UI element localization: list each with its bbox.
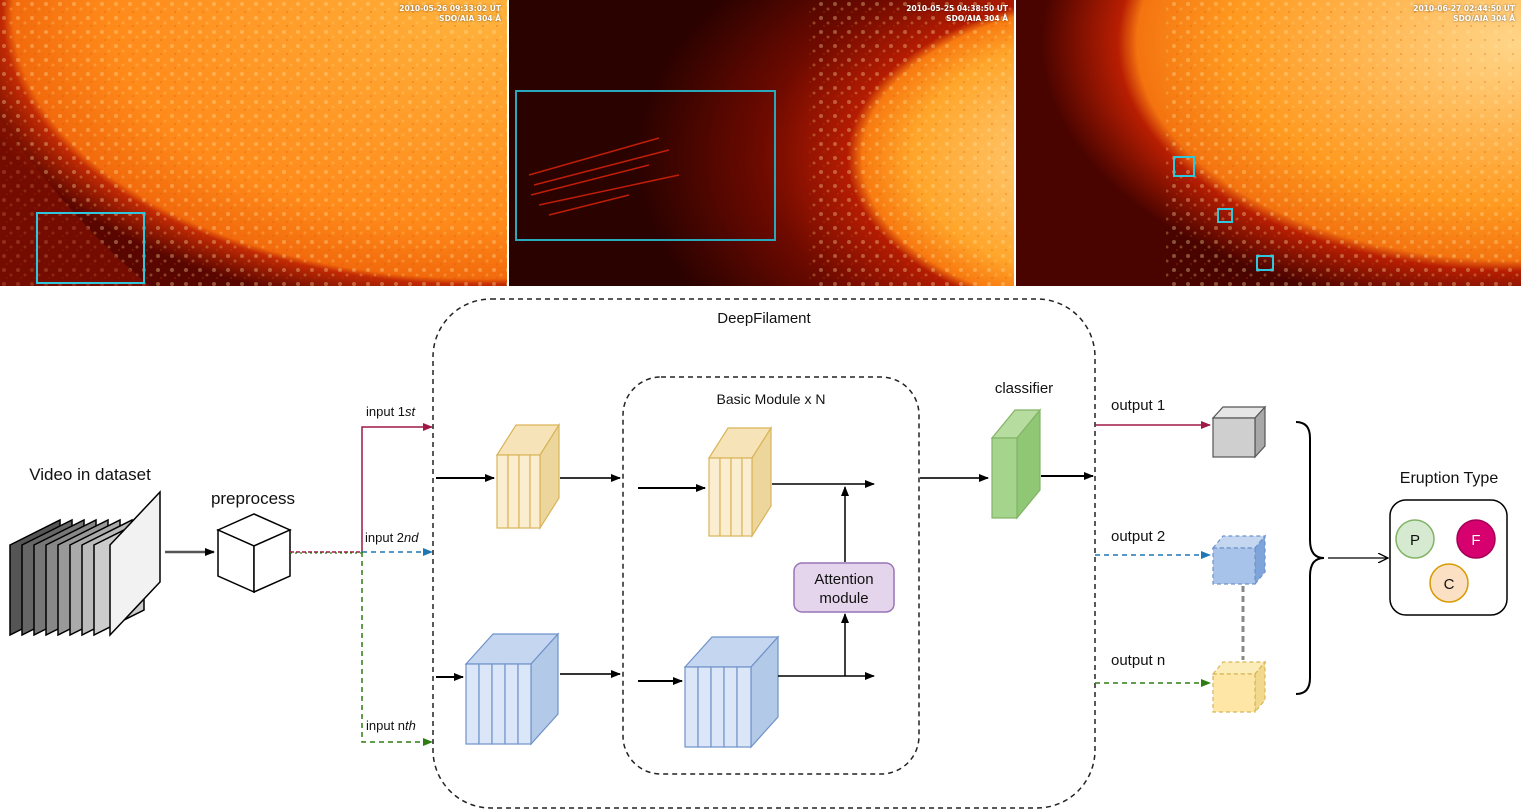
region-box	[1256, 255, 1274, 271]
output-2-label: output 2	[1111, 528, 1165, 545]
preprocess-cube-icon	[216, 513, 292, 594]
region-box	[515, 90, 776, 241]
video-frames-stack	[9, 490, 161, 637]
yellow-feature-block	[495, 422, 561, 531]
svg-text:C: C	[1444, 576, 1455, 593]
region-box	[1173, 156, 1195, 177]
solar-image-2: 2010-05-25 04:38:50 UT SDO/AIA 304 Å	[509, 0, 1014, 286]
output-1-label: output 1	[1111, 397, 1165, 414]
svg-text:P: P	[1410, 532, 1420, 549]
video-label: Video in dataset	[29, 465, 151, 484]
image-stamp: 2010-06-27 02:44:50 UT SDO/AIA 304 Å	[1413, 4, 1515, 23]
classifier-block	[990, 408, 1042, 520]
attention-module	[793, 562, 895, 613]
attention-label-line2: module	[819, 590, 868, 607]
input-2-label: input 2nd	[365, 530, 419, 545]
solar-image-3: 2010-06-27 02:44:50 UT SDO/AIA 304 Å	[1016, 0, 1521, 286]
attention-label-line1: Attention	[814, 571, 873, 588]
architecture-diagram: Video in dataset preprocess input 1st in…	[9, 298, 1508, 809]
input-n-label: input nth	[366, 718, 416, 733]
eruption-type-f: F	[1456, 519, 1496, 559]
basic-module-label: Basic Module x N	[717, 391, 826, 407]
eruption-type-c: C	[1429, 563, 1469, 603]
eruption-type-p: P	[1395, 519, 1435, 559]
curly-brace	[1295, 421, 1325, 695]
input-1-arrow	[361, 423, 433, 552]
input-1-label: input 1st	[366, 404, 417, 419]
region-box	[36, 212, 145, 284]
blue-feature-block	[464, 632, 560, 746]
module-yellow-feature-block	[707, 425, 773, 539]
solar-image-1: 2010-05-26 09:33:02 UT SDO/AIA 304 Å	[0, 0, 507, 286]
output-n-cube-icon	[1211, 660, 1267, 714]
image-stamp: 2010-05-26 09:33:02 UT SDO/AIA 304 Å	[399, 4, 501, 23]
region-box	[1217, 208, 1233, 223]
output-n-label: output n	[1111, 652, 1165, 669]
input-n-arrow	[361, 552, 433, 746]
solar-disk-image	[0, 0, 507, 286]
output-2-cube-icon	[1211, 534, 1267, 586]
solar-disk-image	[509, 0, 1014, 286]
deepfilament-label: DeepFilament	[717, 310, 811, 327]
solar-disk-image	[1016, 0, 1521, 286]
output-1-cube-icon	[1211, 405, 1267, 459]
basic-module-container	[622, 376, 920, 775]
deepfilament-container	[432, 298, 1096, 809]
module-blue-feature-block	[683, 635, 780, 749]
eruption-type-label: Eruption Type	[1400, 470, 1499, 487]
preprocess-label: preprocess	[211, 489, 295, 508]
svg-text:F: F	[1471, 532, 1480, 549]
image-stamp: 2010-05-25 04:38:50 UT SDO/AIA 304 Å	[906, 4, 1008, 23]
classifier-label: classifier	[995, 380, 1053, 397]
